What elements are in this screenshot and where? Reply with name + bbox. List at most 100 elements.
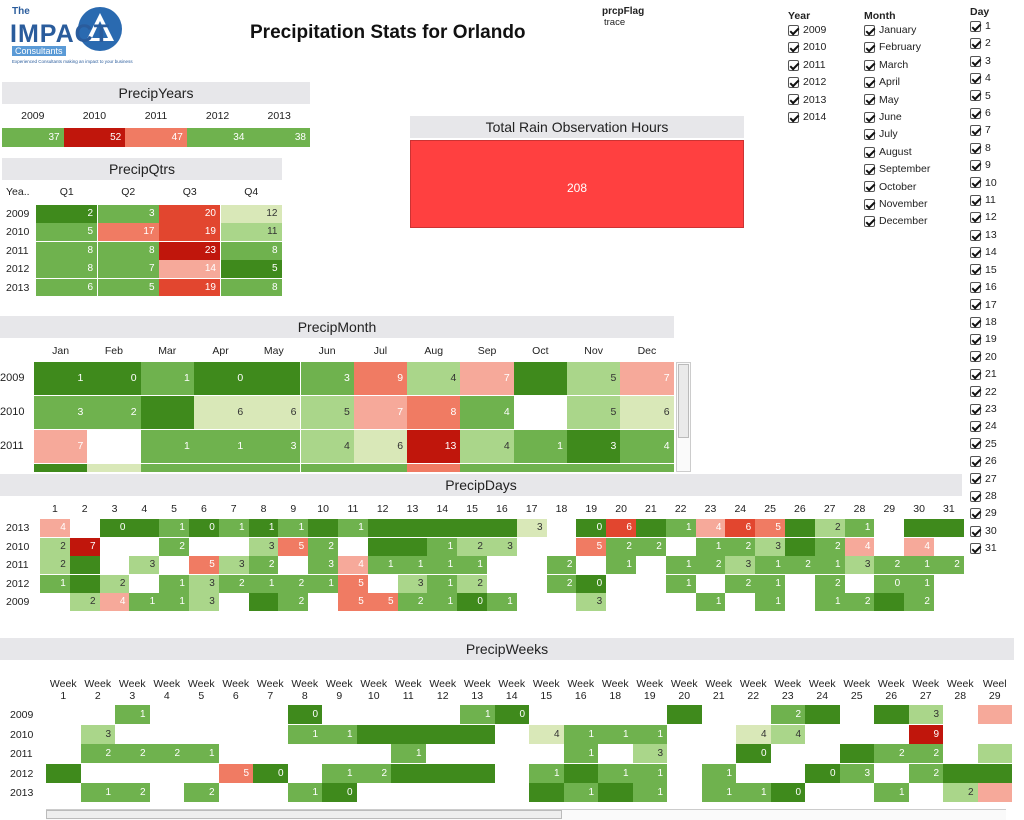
week-cell[interactable] [667,783,702,802]
rain-hours-box[interactable]: 208 [410,140,744,228]
week-cell[interactable]: 1 [598,763,633,783]
day-cell[interactable] [636,519,666,538]
checkbox-checked-icon[interactable] [970,159,981,171]
day-cell[interactable]: 2 [814,537,845,556]
quarter-cell[interactable]: 14 [159,260,220,279]
month-cell[interactable] [247,464,301,472]
week-cell[interactable] [529,744,564,763]
checkbox-checked-icon[interactable] [864,94,875,106]
month-cell[interactable]: 5 [567,396,621,429]
day-filter-option[interactable]: 29 [970,505,997,522]
week-cell[interactable]: 0 [494,705,529,724]
month-cell[interactable] [353,464,408,472]
day-cell[interactable] [367,519,398,538]
day-cell[interactable]: 1 [487,593,517,612]
week-cell[interactable]: 1 [80,783,115,802]
month-cell[interactable]: 3 [247,430,301,463]
month-filter-option[interactable]: February [864,39,930,56]
week-cell[interactable]: 1 [632,763,667,783]
month-cell[interactable]: 6 [247,396,301,429]
day-filter-option[interactable]: 5 [970,88,997,105]
day-cell[interactable]: 2 [934,556,964,575]
month-cell[interactable]: 0 [87,362,141,395]
week-cell[interactable]: 2 [184,783,219,802]
week-cell[interactable] [529,783,564,802]
day-filter-option[interactable]: 19 [970,331,997,348]
checkbox-checked-icon[interactable] [864,111,875,123]
week-cell[interactable]: 4 [736,724,771,744]
week-cell[interactable] [667,744,702,763]
week-cell[interactable]: 3 [839,763,874,783]
week-cell[interactable]: 1 [598,724,633,744]
day-cell[interactable] [218,593,249,612]
day-cell[interactable] [934,519,964,538]
week-cell[interactable] [736,705,771,724]
year-total-cell[interactable]: 34 [186,128,249,147]
month-cell[interactable]: 6 [353,430,408,463]
day-cell[interactable]: 5 [338,593,368,612]
day-cell[interactable]: 2 [248,556,279,575]
week-cell[interactable]: 1 [184,744,219,763]
week-cell[interactable] [253,705,288,724]
weeks-scrollbar[interactable] [46,809,1006,820]
day-cell[interactable] [427,519,458,538]
week-cell[interactable] [218,783,253,802]
day-filter-option[interactable]: 4 [970,70,997,87]
week-cell[interactable] [805,705,840,724]
day-filter-option[interactable]: 13 [970,227,997,244]
week-cell[interactable] [218,744,253,763]
month-filter-option[interactable]: June [864,109,930,126]
week-cell[interactable]: 1 [287,783,322,802]
day-filter-option[interactable]: 2 [970,35,997,52]
quarter-cell[interactable]: 23 [159,241,220,260]
weeks-scrollbar-thumb[interactable] [46,810,562,819]
checkbox-checked-icon[interactable] [970,90,981,102]
prcp-flag-filter[interactable]: prcpFlag trace [602,6,644,28]
year-filter-option[interactable]: 2013 [788,92,826,109]
day-cell[interactable]: 1 [367,556,398,575]
day-cell[interactable] [308,593,338,612]
week-cell[interactable] [736,763,771,783]
checkbox-checked-icon[interactable] [970,55,981,67]
week-cell[interactable] [943,763,978,783]
checkbox-checked-icon[interactable] [788,94,799,106]
quarter-cell[interactable]: 5 [97,278,159,297]
week-cell[interactable] [46,763,81,783]
day-cell[interactable]: 2 [397,593,428,612]
checkbox-checked-icon[interactable] [864,216,875,228]
day-cell[interactable] [785,593,815,612]
day-cell[interactable] [695,574,726,593]
week-cell[interactable] [46,705,81,724]
quarter-cell[interactable]: 19 [159,223,220,242]
week-cell[interactable] [701,724,736,744]
week-cell[interactable] [425,744,460,763]
week-cell[interactable] [425,705,460,724]
week-cell[interactable] [425,724,460,744]
day-filter-option[interactable]: 16 [970,279,997,296]
day-cell[interactable]: 2 [814,519,845,538]
day-filter-option[interactable]: 31 [970,540,997,557]
day-cell[interactable]: 1 [159,574,189,593]
day-cell[interactable] [69,556,100,575]
day-cell[interactable]: 1 [814,593,845,612]
day-cell[interactable]: 2 [725,574,756,593]
day-cell[interactable] [516,537,547,556]
week-cell[interactable] [460,724,495,744]
day-cell[interactable]: 2 [218,574,249,593]
week-cell[interactable] [356,724,391,744]
month-cell[interactable]: 8 [407,396,461,429]
day-cell[interactable]: 0 [99,519,130,538]
day-cell[interactable]: 3 [576,593,607,612]
day-cell[interactable]: 2 [636,537,666,556]
day-cell[interactable]: 3 [308,556,338,575]
checkbox-checked-icon[interactable] [970,125,981,137]
day-cell[interactable]: 1 [755,574,785,593]
week-cell[interactable] [943,724,978,744]
day-cell[interactable] [516,574,547,593]
day-cell[interactable] [606,574,636,593]
day-cell[interactable]: 1 [427,537,458,556]
week-cell[interactable] [839,744,874,763]
day-cell[interactable] [487,574,517,593]
day-cell[interactable] [636,556,666,575]
week-cell[interactable] [322,705,357,724]
